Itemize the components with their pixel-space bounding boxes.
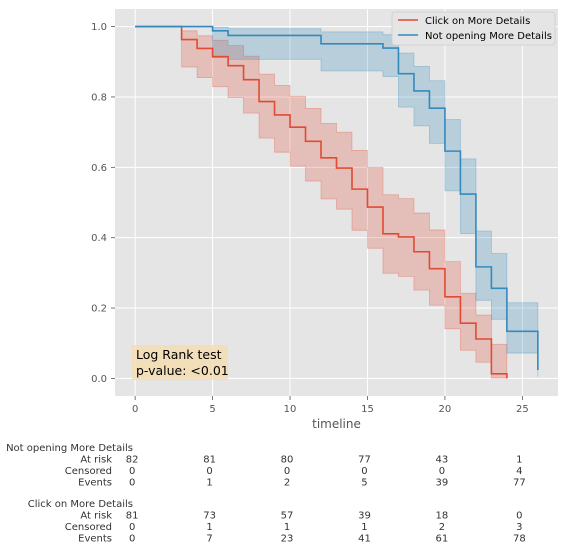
risk-cell: 0 [129,522,135,533]
risk-cell: 0 [439,466,445,477]
risk-cell: 0 [284,466,290,477]
log-rank-annotation: Log Rank test p-value: <0.01 [132,345,229,380]
legend-label-not-opening: Not opening More Details [425,31,552,42]
risk-cell: 0 [206,466,212,477]
legend-box [391,11,556,46]
risk-cell: 1 [206,522,212,533]
annotation-line-1: Log Rank test [136,347,222,362]
annotation-box [132,345,228,380]
y-tick-label: 0.6 [91,163,107,174]
x-axis-ticks: 0 5 10 15 20 25 [132,396,529,415]
y-tick-label: 0.4 [91,233,107,244]
risk-cell: 81 [126,511,139,522]
risk-cell: 1 [516,455,522,466]
risk-cell: 0 [361,466,367,477]
risk-cell: 3 [516,522,522,533]
risk-cell: 61 [436,534,449,545]
risk-cell: 5 [361,478,367,489]
risk-cell: 1 [206,478,212,489]
y-tick-label: 0.8 [91,92,107,103]
x-tick-label: 20 [439,404,452,415]
risk-cell: 4 [516,466,522,477]
risk-group-name: Click on More Details [28,499,133,510]
risk-cell: 23 [281,534,294,545]
risk-row-label: Censored [65,522,112,533]
annotation-line-2: p-value: <0.01 [136,363,229,378]
risk-cell: 81 [203,455,216,466]
survival-line-1 [135,25,539,370]
x-axis-title: timeline [312,417,361,431]
risk-cell: 2 [439,522,445,533]
risk-cell: 1 [361,522,367,533]
risk-cell: 1 [284,522,290,533]
risk-cell: 18 [436,511,449,522]
y-tick-label: 0.2 [91,304,107,315]
survival-lines [135,25,539,379]
risk-row-label: At risk [80,511,112,522]
risk-row-label: At risk [80,455,112,466]
risk-cell: 78 [513,534,526,545]
risk-row-label: Events [78,534,112,545]
risk-cell: 77 [358,455,371,466]
x-tick-label: 5 [209,404,215,415]
x-tick-label: 0 [132,404,138,415]
x-tick-label: 10 [284,404,297,415]
risk-cell: 7 [206,534,212,545]
risk-row-label: Censored [65,466,112,477]
risk-cell: 0 [129,466,135,477]
risk-cell: 41 [358,534,371,545]
risk-cell: 0 [516,511,522,522]
survival-line-0 [135,25,508,379]
risk-cell: 39 [358,511,371,522]
x-tick-label: 25 [516,404,529,415]
legend: Click on More Details Not opening More D… [391,11,556,46]
legend-label-click: Click on More Details [425,16,530,27]
risk-cell: 43 [436,455,449,466]
risk-cell: 0 [129,534,135,545]
risk-cell: 57 [281,511,294,522]
x-tick-label: 15 [361,404,374,415]
risk-cell: 2 [284,478,290,489]
risk-cell: 0 [129,478,135,489]
y-tick-label: 0.0 [91,374,107,385]
y-axis-ticks: 0.0 0.2 0.4 0.6 0.8 1.0 [91,22,115,385]
risk-cell: 77 [513,478,526,489]
risk-group-name: Not opening More Details [6,443,133,454]
risk-cell: 73 [203,511,216,522]
risk-cell: 39 [436,478,449,489]
risk-cell: 82 [126,455,139,466]
risk-cell: 80 [281,455,294,466]
y-tick-label: 1.0 [91,22,107,33]
risk-row-label: Events [78,478,112,489]
plot-area [115,9,558,396]
